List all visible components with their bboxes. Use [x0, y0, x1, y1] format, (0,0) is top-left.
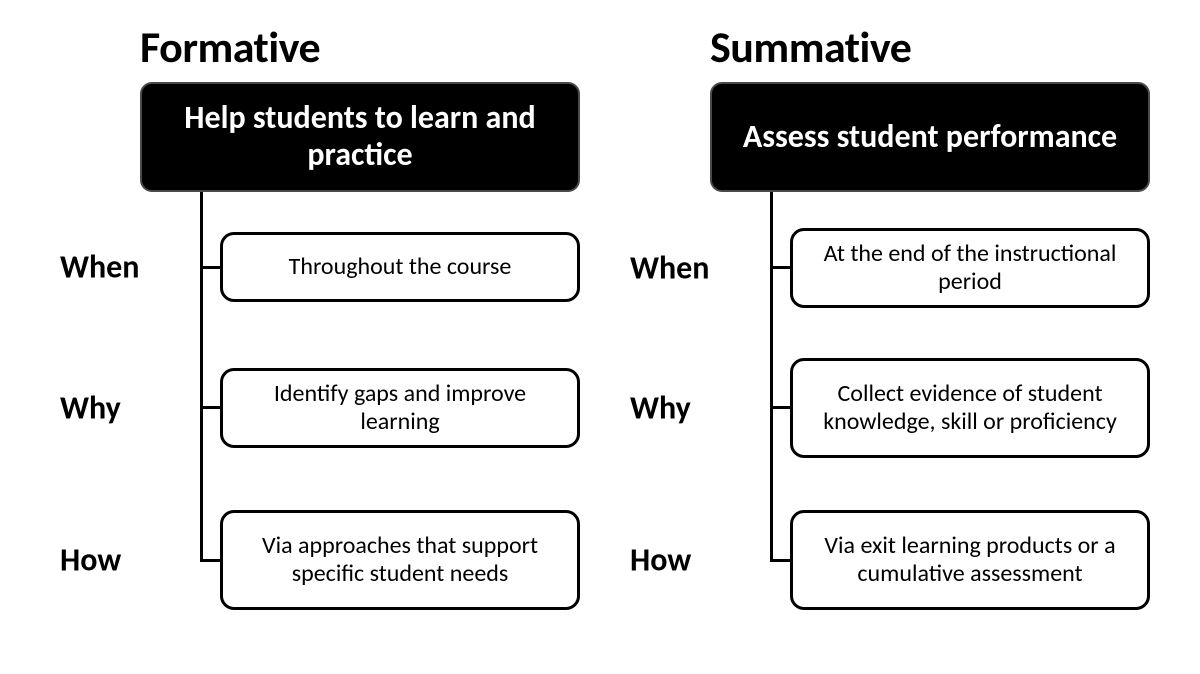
row-box: At the end of the instructional period — [790, 228, 1150, 308]
diagram-canvas: Formative Help students to learn and pra… — [0, 0, 1200, 674]
row-box: Via approaches that support specific stu… — [220, 510, 580, 610]
row-box: Identify gaps and improve learning — [220, 368, 580, 448]
row-how: How Via approaches that support specific… — [90, 510, 610, 610]
row-why: Why Collect evidence of student knowledg… — [660, 358, 1180, 458]
row-how: How Via exit learning products or a cumu… — [660, 510, 1180, 610]
header-box-formative: Help students to learn and practice — [140, 82, 580, 192]
row-label: How — [60, 541, 200, 580]
row-label: Why — [630, 389, 770, 428]
row-when: When At the end of the instructional per… — [660, 228, 1180, 308]
row-box: Via exit learning products or a cumulati… — [790, 510, 1150, 610]
column-title: Summative — [710, 20, 911, 74]
row-why: Why Identify gaps and improve learning — [90, 368, 610, 448]
column-title: Formative — [140, 20, 320, 74]
row-label: How — [630, 541, 770, 580]
row-when: When Throughout the course — [90, 232, 610, 302]
row-label: Why — [60, 389, 200, 428]
row-label: When — [630, 249, 770, 288]
row-box: Collect evidence of student knowledge, s… — [790, 358, 1150, 458]
row-box: Throughout the course — [220, 232, 580, 302]
header-box-summative: Assess student performance — [710, 82, 1150, 192]
row-label: When — [60, 248, 200, 287]
